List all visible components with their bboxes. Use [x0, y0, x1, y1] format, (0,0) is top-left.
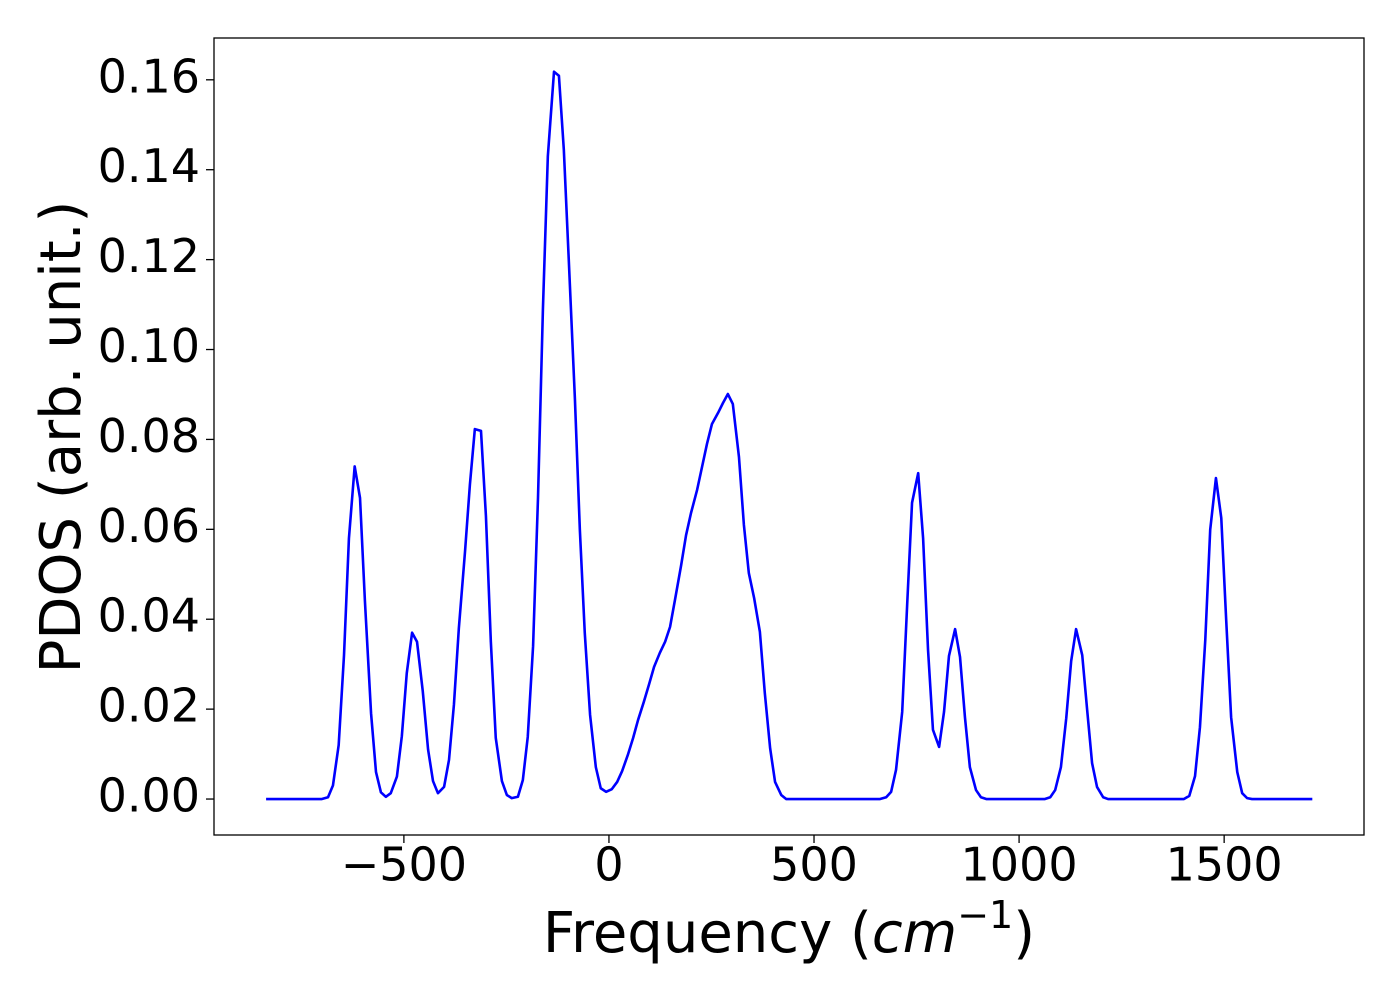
x-axis-label: Frequency (cm−1) — [543, 893, 1035, 966]
y-tick-label: 0.00 — [98, 769, 200, 823]
x-tick-label: 1500 — [1166, 838, 1283, 892]
y-tick-label: 0.10 — [98, 319, 200, 373]
y-tick-label: 0.16 — [98, 49, 200, 103]
y-axis-label: PDOS (arb. unit.) — [29, 201, 94, 674]
x-label-exponent: −1 — [957, 893, 1013, 937]
y-tick-label: 0.12 — [98, 229, 200, 283]
x-label-text: Frequency ( — [543, 901, 872, 966]
x-tick-label: 1000 — [961, 838, 1078, 892]
y-tick-label: 0.14 — [98, 139, 200, 193]
y-tick-label: 0.08 — [98, 409, 200, 463]
x-label-close: ) — [1013, 901, 1035, 966]
y-tick-label: 0.04 — [98, 589, 200, 643]
x-tick-label: 500 — [770, 838, 858, 892]
y-tick-label: 0.02 — [98, 679, 200, 733]
data-line — [266, 70, 1313, 801]
plot-frame — [213, 37, 1365, 836]
x-label-unit: cm — [872, 901, 957, 966]
x-tick-label: −500 — [341, 838, 467, 892]
y-tick-label: 0.06 — [98, 499, 200, 553]
x-tick-label: 0 — [594, 838, 623, 892]
